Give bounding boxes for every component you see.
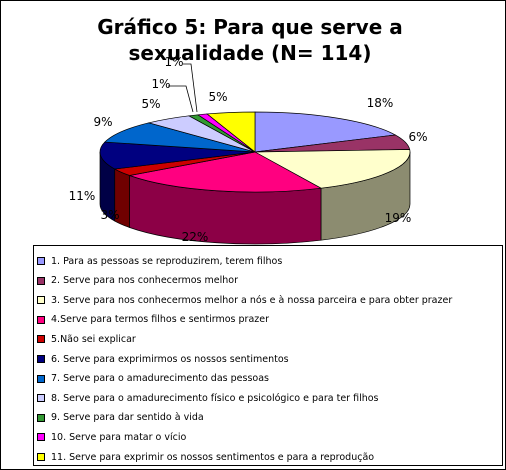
legend-swatch bbox=[37, 355, 45, 363]
slice-label-2: 6% bbox=[408, 130, 427, 144]
legend-label: 6. Serve para exprimirmos os nossos sent… bbox=[51, 353, 289, 365]
legend-item: 1. Para as pessoas se reproduzirem, tere… bbox=[34, 252, 282, 270]
legend-swatch bbox=[37, 315, 45, 324]
pie-slice-11 bbox=[206, 111, 256, 153]
slice-label-6: 11% bbox=[69, 189, 96, 203]
pie-slice-4 bbox=[128, 151, 323, 193]
pie-slice-6 bbox=[99, 141, 256, 170]
pie-slice-1 bbox=[254, 111, 397, 153]
slice-label-5: 3% bbox=[100, 208, 119, 222]
pie-slice-7 bbox=[104, 122, 256, 153]
chart-title: Gráfico 5: Para que serve a sexualidade … bbox=[97, 15, 403, 65]
legend-item: 10. Serve para matar o vício bbox=[34, 428, 186, 446]
slice-label-4: 22% bbox=[182, 230, 209, 244]
slice-label-10: 1% bbox=[164, 55, 183, 69]
legend-swatch bbox=[37, 394, 45, 403]
slice-label-7: 9% bbox=[93, 115, 112, 129]
leader-line-2 bbox=[168, 85, 194, 113]
legend-item: 3. Serve para nos conhecermos melhor a n… bbox=[34, 291, 452, 309]
legend-label: 2. Serve para nos conhecermos melhor bbox=[51, 275, 238, 287]
slice-label-3: 19% bbox=[385, 211, 412, 225]
legend-label: 1. Para as pessoas se reproduzirem, tere… bbox=[51, 255, 283, 267]
legend-item: 5.Não sei explicar bbox=[34, 330, 136, 348]
slice-label-11: 5% bbox=[208, 90, 227, 104]
leader-line-1 bbox=[183, 63, 198, 113]
legend-swatch bbox=[37, 413, 45, 422]
pie-slice-3 bbox=[253, 149, 411, 189]
legend-item: 6. Serve para exprimirmos os nossos sent… bbox=[34, 350, 289, 368]
slice-label-1: 18% bbox=[367, 96, 394, 110]
pie-chart: 18% 6% 19% 22% 3% 11% 9% 5% 1% 1% 5% bbox=[69, 55, 428, 245]
legend-item: 9. Serve para dar sentido à vida bbox=[34, 409, 204, 427]
legend-swatch bbox=[37, 335, 45, 344]
legend-swatch bbox=[37, 296, 45, 305]
legend-item: 8. Serve para o amadurecimento físico e … bbox=[34, 389, 379, 407]
legend-swatch bbox=[37, 276, 45, 285]
legend-swatch bbox=[37, 374, 45, 383]
legend-label: 10. Serve para matar o vício bbox=[51, 431, 187, 443]
legend-label: 3. Serve para nos conhecermos melhor a n… bbox=[51, 294, 453, 306]
legend-label: 9. Serve para dar sentido à vida bbox=[51, 412, 204, 424]
legend-label: 8. Serve para o amadurecimento físico e … bbox=[51, 392, 379, 404]
legend-item: 4.Serve para termos filhos e sentirmos p… bbox=[34, 311, 269, 329]
slice-label-9: 1% bbox=[151, 77, 170, 91]
legend-item: 2. Serve para nos conhecermos melhor bbox=[34, 272, 238, 290]
legend-label: 7. Serve para o amadurecimento das pesso… bbox=[51, 373, 269, 385]
legend-swatch bbox=[37, 433, 45, 442]
legend-label: 11. Serve para exprimir os nossos sentim… bbox=[51, 451, 375, 463]
slice-label-8: 5% bbox=[141, 97, 160, 111]
legend-swatch bbox=[37, 257, 45, 265]
legend-item: 7. Serve para o amadurecimento das pesso… bbox=[34, 370, 269, 388]
legend-label: 4.Serve para termos filhos e sentirmos p… bbox=[51, 314, 270, 326]
chart-legend: 1. Para as pessoas se reproduzirem, tere… bbox=[33, 245, 503, 466]
legend-item: 11. Serve para exprimir os nossos sentim… bbox=[34, 448, 374, 466]
legend-swatch bbox=[37, 453, 45, 461]
legend-label: 5.Não sei explicar bbox=[51, 333, 136, 345]
